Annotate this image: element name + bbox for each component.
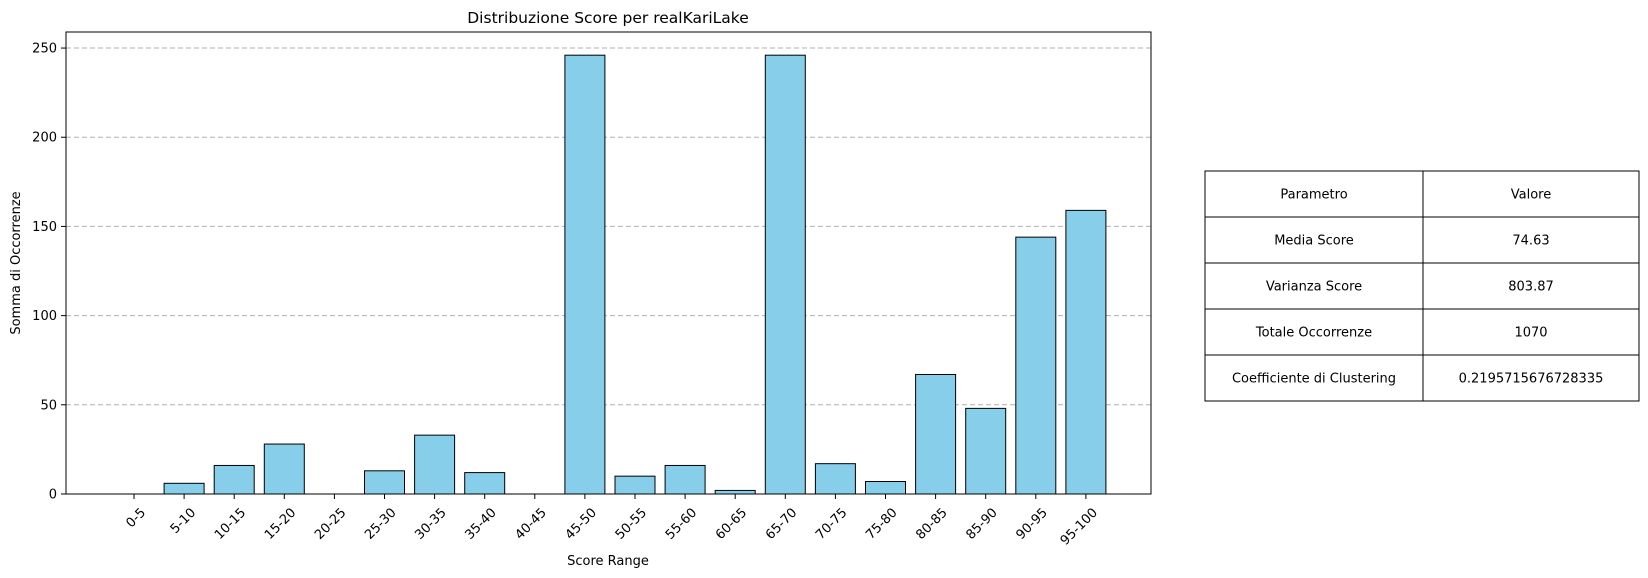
bar-65-70 [764,54,806,495]
y-tick-label: 250 [32,42,57,57]
x-tick-label: 70-75 [813,505,850,542]
y-tick-label: 100 [32,309,57,324]
table-cell-text: Totale Occorrenze [1255,326,1372,341]
x-tick-label: 40-45 [513,505,550,542]
bar-50-55 [614,475,656,495]
y-axis-ticks: 0 50 100 150 200 250 [32,42,66,503]
bar-25-30 [364,470,405,495]
table-cell [1204,354,1424,402]
x-tick-label: 35-40 [462,505,499,542]
bar-90-95 [1015,236,1057,495]
bar-80-85 [915,373,957,495]
x-tick-label: 15-20 [262,505,299,542]
x-axis-ticks: 0-5 5-10 10-15 15-20 20-25 25-30 30-35 35-40 40-… [123,494,1101,549]
table-row: Coefficiente di Clustering 0.219571567672… [1204,354,1640,402]
table-row: Varianza Score 803.87 [1204,262,1640,310]
table-cell [1422,216,1640,264]
x-tick-label: 90-95 [1014,505,1051,542]
x-tick-label: 10-15 [212,505,249,542]
y-tick-label: 50 [40,398,57,413]
bar-85-90 [965,407,1007,495]
table-cell-text: 1070 [1514,326,1547,341]
bar-60-65 [714,489,756,495]
x-tick-label: 85-90 [963,505,1000,542]
x-tick-label: 60-65 [713,505,750,542]
table-cell-text: 0.2195715676728335 [1459,372,1604,387]
grid-lines [66,47,1151,406]
table-header-cell: Parametro [1280,188,1347,203]
x-tick-label: 50-55 [613,505,650,542]
bar-15-20 [263,443,305,495]
y-tick-label: 0 [49,488,57,503]
x-tick-label: 95-100 [1058,505,1101,548]
bar-45-50 [564,54,606,495]
x-tick-label: 55-60 [663,505,700,542]
x-axis-label: Score Range [567,554,649,569]
table-cell [1422,354,1640,402]
table-header-row: Parametro Valore [1204,170,1640,218]
stats-table: Parametro Valore Media Score 74.63 Varianza … [1204,170,1640,402]
table-cell [1422,170,1640,218]
table-cell [1204,170,1424,218]
table-cell [1422,308,1640,356]
table-header-cell: Valore [1511,188,1551,203]
bar-55-60 [664,464,706,495]
table-cell-text: Media Score [1274,234,1354,249]
y-axis-label: Somma di Occorrenze [9,191,24,334]
table-row: Media Score 74.63 [1204,216,1640,264]
bar-95-100 [1065,209,1107,495]
bar-30-35 [414,434,456,495]
bar-70-75 [814,463,856,495]
table-cell-text: Coefficiente di Clustering [1232,372,1396,387]
table-cell-text: 803.87 [1508,280,1554,295]
bar-75-80 [865,481,906,495]
x-tick-label: 75-80 [863,505,900,542]
bar-10-15 [213,464,255,495]
x-tick-label: 0-5 [123,505,149,531]
x-tick-label: 20-25 [312,505,349,542]
table-cell-text: Varianza Score [1266,280,1362,295]
table-row: Totale Occorrenze 1070 [1204,308,1640,356]
bar-5-10 [163,482,205,495]
y-tick-label: 200 [32,131,57,146]
x-tick-label: 5-10 [168,505,199,536]
chart-title: Distribuzione Score per realKariLake [467,9,749,27]
table-cell [1204,262,1424,310]
x-tick-label: 65-70 [763,505,800,542]
plot-frame [65,31,1152,495]
table-cell [1422,262,1640,310]
bar-35-40 [464,472,506,495]
x-tick-label: 25-30 [362,505,399,542]
bars [163,54,1107,495]
table-cell-text: 74.63 [1512,234,1549,249]
table-cell [1204,216,1424,264]
x-tick-label: 45-50 [563,505,600,542]
x-tick-label: 80-85 [913,505,950,542]
y-tick-label: 150 [32,220,57,235]
x-tick-label: 30-35 [412,505,449,542]
